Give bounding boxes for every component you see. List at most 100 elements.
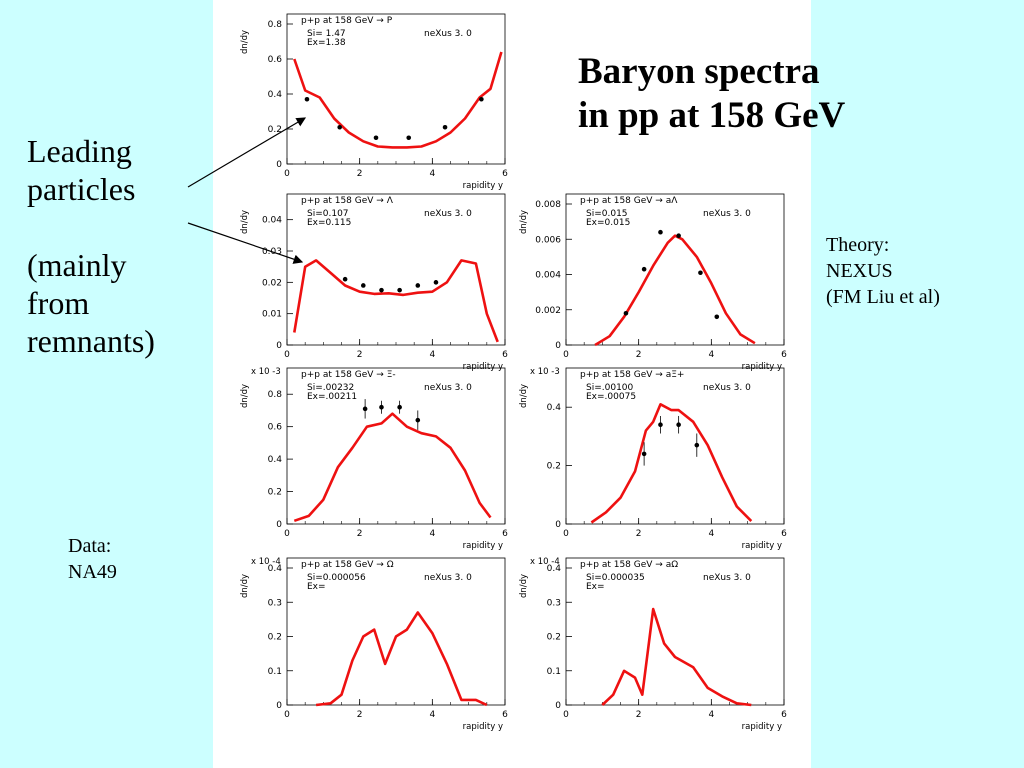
x-tick-label: 2 <box>357 529 363 539</box>
y-axis-label: dn/dy <box>240 384 250 408</box>
x-tick-label: 6 <box>502 710 508 720</box>
data-point <box>373 135 379 141</box>
data-point <box>658 229 663 235</box>
spectrum-panel: 0 0.1 0.2 0.3 0.4 0 2 4 6 rapidity y dn/dyx 10 -4 p… <box>240 557 508 732</box>
data-point <box>641 451 647 457</box>
data-point <box>676 422 681 428</box>
stat-label: Si=0.015 <box>586 209 628 219</box>
y-axis-label: dn/dy <box>240 210 250 234</box>
y-tick-label: 0.2 <box>268 125 282 135</box>
data-point <box>479 96 484 102</box>
arrow-to-proton <box>187 117 307 188</box>
data-point <box>362 406 368 412</box>
stat-label: Ex= <box>586 582 605 592</box>
x-tick-label: 2 <box>357 350 363 360</box>
y-tick-label: 0.8 <box>268 20 283 30</box>
model-label: neXus 3. 0 <box>424 573 472 583</box>
y-tick-label: 0.8 <box>268 390 283 400</box>
data-line: Data: <box>68 535 112 557</box>
note-line: remnants) <box>27 323 155 359</box>
y-tick-label: 0.4 <box>547 403 562 413</box>
x-axis-label: rapidity y <box>463 362 503 372</box>
stat-label: Ex=0.015 <box>586 218 630 228</box>
spectrum-panel: 0 0.2 0.4 0.6 0.8 0 2 4 6 rapidity y dn/dyx 10 -3 p… <box>240 367 508 551</box>
stat-label: Ex=0.115 <box>307 218 351 228</box>
x-tick-label: 0 <box>284 350 290 360</box>
spectrum-panel: 0 0.1 0.2 0.3 0.4 0 2 4 6 rapidity y dn/dyx 10 -4 p… <box>519 557 787 732</box>
y-tick-label: 0.2 <box>268 633 282 643</box>
leading-particles-note: Leading particles (mainly from remnants) <box>27 132 155 360</box>
x-tick-label: 4 <box>429 350 435 360</box>
theory-curve <box>293 259 499 343</box>
x-tick-label: 0 <box>284 710 290 720</box>
panel-title: p+p at 158 GeV → P <box>301 16 393 26</box>
data-point <box>361 283 366 288</box>
x-tick-label: 6 <box>781 350 787 360</box>
figure-panel <box>213 0 811 768</box>
data-note: Data: NA49 <box>68 533 117 585</box>
panel-title: p+p at 158 GeV → aΞ+ <box>580 370 684 380</box>
data-point <box>379 287 384 293</box>
x-tick-label: 2 <box>636 710 642 720</box>
theory-line: NEXUS <box>826 260 893 282</box>
data-line: NA49 <box>68 561 117 583</box>
data-point <box>442 124 448 130</box>
stat-label: Si=0.000056 <box>307 573 366 583</box>
model-label: neXus 3. 0 <box>703 573 751 583</box>
y-scale-label: x 10 -4 <box>530 557 560 567</box>
model-label: neXus 3. 0 <box>703 209 751 219</box>
model-label: neXus 3. 0 <box>424 383 472 393</box>
y-tick-label: 0.2 <box>268 488 282 498</box>
y-scale-label: x 10 -4 <box>251 557 281 567</box>
x-tick-label: 4 <box>429 710 435 720</box>
y-tick-label: 0.03 <box>262 247 282 257</box>
y-scale-label: x 10 -3 <box>251 367 281 377</box>
x-tick-label: 4 <box>708 529 714 539</box>
arrow-to-lambda <box>187 222 304 264</box>
stat-label: Ex=.00211 <box>307 392 357 402</box>
y-tick-label: 0 <box>276 341 282 351</box>
theory-curve <box>594 234 756 347</box>
stat-label: Ex= <box>307 582 326 592</box>
panel-title: p+p at 158 GeV → aΛ <box>580 196 678 206</box>
y-tick-label: 0.002 <box>535 306 561 316</box>
x-tick-label: 4 <box>708 710 714 720</box>
y-tick-label: 0.1 <box>268 667 282 677</box>
data-point <box>433 280 439 285</box>
spectrum-panel: 0 0.2 0.4 0.6 0.8 0 2 4 6 rapidity y dn/dy p+p at 1… <box>240 13 508 191</box>
x-tick-label: 0 <box>563 529 569 539</box>
y-tick-label: 0 <box>555 701 561 711</box>
x-tick-label: 6 <box>502 529 508 539</box>
y-tick-label: 0.6 <box>268 55 283 65</box>
y-tick-label: 0.004 <box>535 271 561 281</box>
x-tick-label: 2 <box>636 529 642 539</box>
y-tick-label: 0 <box>276 701 282 711</box>
stat-label: Si=.00232 <box>307 383 354 393</box>
data-point <box>342 276 348 282</box>
panel-title: p+p at 158 GeV → Ω <box>301 560 394 570</box>
theory-curve <box>315 611 488 707</box>
x-tick-label: 0 <box>563 350 569 360</box>
theory-curve <box>590 402 753 524</box>
x-tick-label: 2 <box>357 169 363 179</box>
x-tick-label: 2 <box>636 350 642 360</box>
panel-title: p+p at 158 GeV → Ξ- <box>301 370 396 380</box>
note-line: (mainly <box>27 247 127 283</box>
stat-label: Si=0.107 <box>307 209 349 219</box>
theory-line: (FM Liu et al) <box>826 286 940 308</box>
y-scale-label: x 10 -3 <box>530 367 560 377</box>
y-tick-label: 0.4 <box>268 564 283 574</box>
theory-curve <box>601 607 752 707</box>
x-axis-label: rapidity y <box>742 722 782 732</box>
y-tick-label: 0.02 <box>262 278 282 288</box>
model-label: neXus 3. 0 <box>424 29 472 39</box>
data-point <box>379 404 384 410</box>
y-tick-label: 0 <box>555 520 561 530</box>
stat-label: Ex=.00075 <box>586 392 636 402</box>
y-axis-label: dn/dy <box>240 574 250 598</box>
x-axis-label: rapidity y <box>463 722 503 732</box>
x-tick-label: 0 <box>284 169 290 179</box>
y-tick-label: 0.2 <box>547 462 561 472</box>
x-tick-label: 4 <box>429 529 435 539</box>
